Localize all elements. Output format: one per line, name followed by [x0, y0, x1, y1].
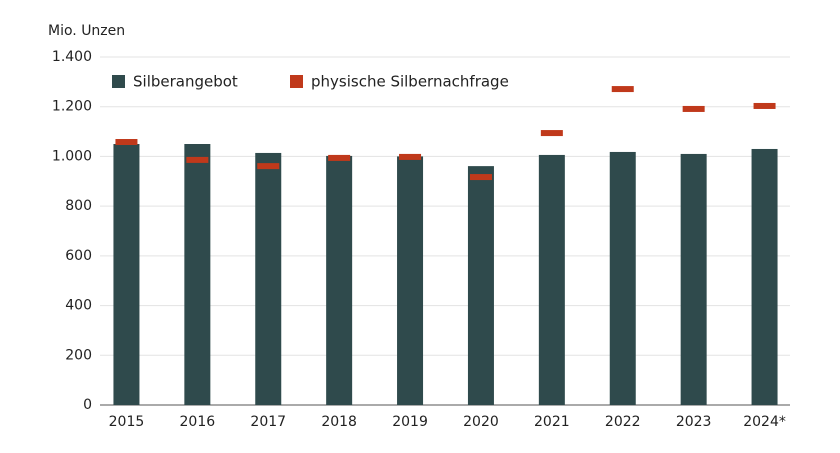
bar [751, 148, 778, 405]
bar [397, 156, 424, 405]
legend-label: Silberangebot [133, 73, 238, 91]
bar [113, 144, 140, 405]
bar [184, 144, 211, 405]
bar [467, 166, 494, 405]
demand-marker [540, 130, 563, 137]
demand-marker [611, 86, 634, 93]
x-tick-label: 2021 [534, 414, 570, 430]
x-tick-label: 2017 [250, 414, 286, 430]
y-tick-label: 0 [83, 397, 92, 413]
bar [680, 153, 707, 405]
x-tick-label: 2016 [180, 414, 216, 430]
x-tick-label: 2024* [743, 414, 786, 430]
bar [255, 152, 282, 405]
demand-marker [753, 102, 776, 109]
legend-swatch [112, 75, 125, 88]
demand-marker [399, 153, 422, 160]
legend-swatch [290, 75, 303, 88]
y-axis-label: Mio. Unzen [48, 23, 125, 39]
x-tick-label: 2015 [109, 414, 145, 430]
y-tick-label: 1.200 [52, 99, 92, 115]
legend-label: physische Silbernachfrage [311, 73, 509, 91]
y-tick-label: 400 [65, 298, 92, 314]
y-tick-label: 600 [65, 248, 92, 264]
bar [609, 151, 636, 405]
y-tick-label: 800 [65, 198, 92, 214]
demand-marker [257, 163, 280, 170]
x-tick-label: 2022 [605, 414, 641, 430]
x-tick-label: 2019 [392, 414, 428, 430]
y-tick-label: 200 [65, 347, 92, 363]
x-tick-label: 2023 [676, 414, 712, 430]
demand-marker [186, 156, 209, 163]
demand-marker [115, 139, 138, 146]
demand-marker [469, 174, 492, 181]
y-tick-label: 1.000 [52, 148, 92, 164]
x-tick-label: 2018 [321, 414, 357, 430]
y-tick-label: 1.400 [52, 49, 92, 65]
demand-marker [328, 154, 351, 161]
demand-marker [682, 105, 705, 112]
bar [538, 154, 565, 405]
bar [326, 155, 353, 405]
x-tick-label: 2020 [463, 414, 499, 430]
